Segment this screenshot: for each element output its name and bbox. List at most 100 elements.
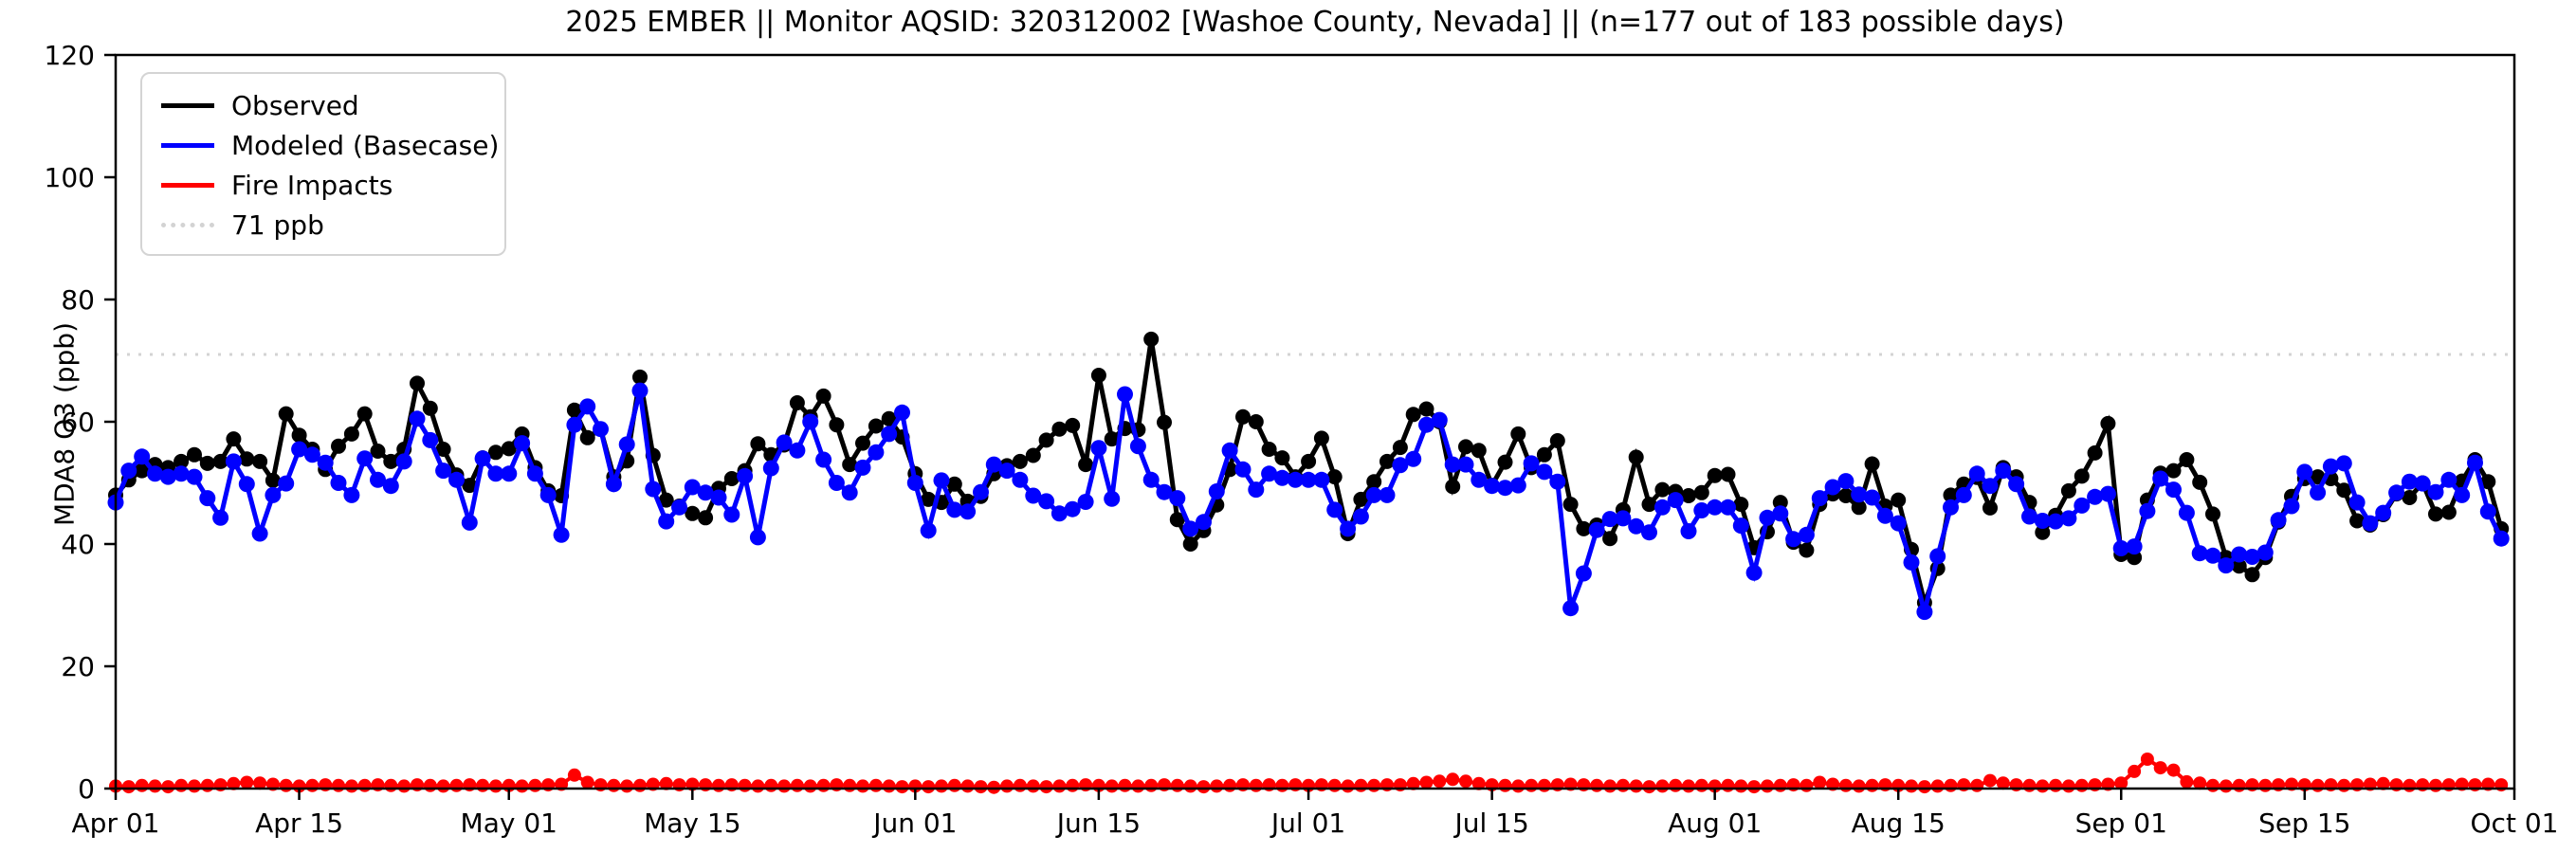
x-tick-label: Apr 15 bbox=[255, 808, 343, 839]
observed-series-point bbox=[1313, 430, 1329, 446]
observed-series-point bbox=[789, 395, 805, 410]
fire-series-point bbox=[620, 779, 634, 793]
modeled-series-point bbox=[1562, 600, 1580, 617]
observed-series-point bbox=[1038, 432, 1054, 448]
observed-series-point bbox=[1405, 407, 1421, 423]
modeled-series-point bbox=[723, 506, 740, 523]
modeled-series-point bbox=[1876, 507, 1893, 524]
observed-series-point bbox=[2060, 482, 2076, 499]
fire-series-point bbox=[344, 779, 358, 793]
modeled-series-point bbox=[1575, 565, 1592, 582]
modeled-series-point bbox=[2034, 513, 2051, 529]
observed-series-point bbox=[1261, 442, 1277, 457]
observed-series-point bbox=[199, 455, 215, 471]
observed-series-point bbox=[750, 436, 766, 452]
modeled-series-point bbox=[1038, 493, 1055, 510]
observed-series-point bbox=[343, 426, 359, 442]
modeled-series-point bbox=[618, 436, 635, 453]
observed-series-point bbox=[226, 431, 242, 447]
fire-series-point bbox=[515, 779, 529, 793]
observed-series-point bbox=[2074, 468, 2090, 484]
observed-series-point bbox=[1641, 497, 1657, 513]
modeled-series-point bbox=[487, 465, 504, 482]
modeled-series-point bbox=[1785, 531, 1802, 548]
fire-series-point bbox=[1249, 778, 1263, 792]
modeled-series-point bbox=[238, 476, 255, 493]
modeled-series-point bbox=[1077, 494, 1094, 510]
modeled-series-point bbox=[317, 454, 334, 471]
modeled-series-point bbox=[2322, 458, 2339, 475]
modeled-series-point bbox=[1287, 471, 1304, 488]
fire-series-point bbox=[816, 778, 831, 792]
modeled-series-point bbox=[2362, 515, 2379, 532]
fire-series-point bbox=[476, 778, 490, 792]
modeled-series-point bbox=[2178, 504, 2195, 521]
modeled-series-point bbox=[2493, 530, 2510, 547]
modeled-series-point bbox=[1104, 490, 1121, 507]
modeled-series-point bbox=[1601, 511, 1618, 528]
modeled-series-point bbox=[343, 486, 360, 503]
fire-series-point bbox=[1761, 779, 1774, 793]
observed-series-point bbox=[1497, 454, 1513, 470]
fire-series-point bbox=[2036, 779, 2050, 793]
observed-series-point bbox=[1104, 431, 1120, 447]
modeled-series-point bbox=[749, 529, 766, 546]
modeled-series-point bbox=[474, 450, 491, 467]
fire-series-point bbox=[528, 778, 542, 792]
fire-series-point bbox=[1197, 780, 1211, 794]
modeled-series-point bbox=[579, 398, 596, 415]
modeled-series-point bbox=[330, 475, 347, 491]
observed-series-point bbox=[1602, 531, 1618, 547]
modeled-series-point bbox=[1340, 520, 1357, 537]
observed-series-point bbox=[566, 402, 582, 418]
observed-series-point bbox=[1012, 453, 1028, 469]
fire-series-point bbox=[121, 780, 136, 794]
modeled-series-point bbox=[147, 465, 163, 482]
fire-series-point bbox=[1865, 778, 1879, 792]
fire-series-point bbox=[2219, 779, 2233, 793]
fire-series-point bbox=[357, 778, 372, 792]
observed-series-point bbox=[2192, 474, 2208, 490]
modeled-series-point bbox=[802, 413, 819, 430]
fire-series-point bbox=[1419, 775, 1434, 789]
observed-series-point bbox=[239, 451, 255, 467]
modeled-series-point bbox=[593, 421, 609, 438]
observed-series-point bbox=[2402, 490, 2418, 505]
fire-series-point bbox=[2153, 761, 2167, 775]
fire-series-point bbox=[1905, 779, 1918, 793]
fire-series-point bbox=[397, 779, 411, 793]
x-tick-label: Aug 01 bbox=[1668, 808, 1762, 839]
modeled-series-point bbox=[514, 435, 531, 452]
fire-series-point bbox=[240, 775, 254, 789]
observed-series-point bbox=[881, 410, 897, 426]
modeled-series-point bbox=[815, 451, 832, 468]
fire-series-point bbox=[1537, 778, 1551, 792]
x-tick-label: Jul 01 bbox=[1270, 808, 1345, 839]
observed-series-point bbox=[1392, 440, 1408, 456]
fire-series-point bbox=[1773, 778, 1787, 792]
modeled-series-point bbox=[920, 522, 937, 539]
modeled-series-point bbox=[1012, 471, 1029, 488]
observed-series-point bbox=[1733, 497, 1749, 513]
fire-series-point bbox=[2258, 778, 2273, 792]
fire-line-swatch bbox=[161, 182, 214, 188]
legend-label: Modeled (Basecase) bbox=[231, 129, 500, 161]
modeled-series-point bbox=[1471, 471, 1488, 488]
modeled-series-point bbox=[1759, 509, 1776, 526]
modeled-series-point bbox=[2126, 538, 2143, 555]
observed-series-point bbox=[2440, 504, 2457, 520]
fire-series-point bbox=[2180, 774, 2194, 789]
fire-series-point bbox=[2429, 778, 2442, 792]
modeled-series-point bbox=[2047, 513, 2064, 530]
modeled-series-point bbox=[1156, 483, 1173, 500]
fire-series-point bbox=[488, 779, 502, 793]
threshold-line-swatch bbox=[161, 222, 214, 227]
fire-series-point bbox=[974, 780, 988, 794]
modeled-series-point bbox=[881, 426, 898, 443]
observed-series-point bbox=[2127, 550, 2143, 566]
fire-series-point bbox=[227, 776, 241, 790]
fire-series-point bbox=[1446, 772, 1460, 787]
observed-series-point bbox=[1471, 443, 1487, 459]
observed-series-point bbox=[1943, 487, 1959, 503]
fire-series-point bbox=[253, 776, 267, 790]
